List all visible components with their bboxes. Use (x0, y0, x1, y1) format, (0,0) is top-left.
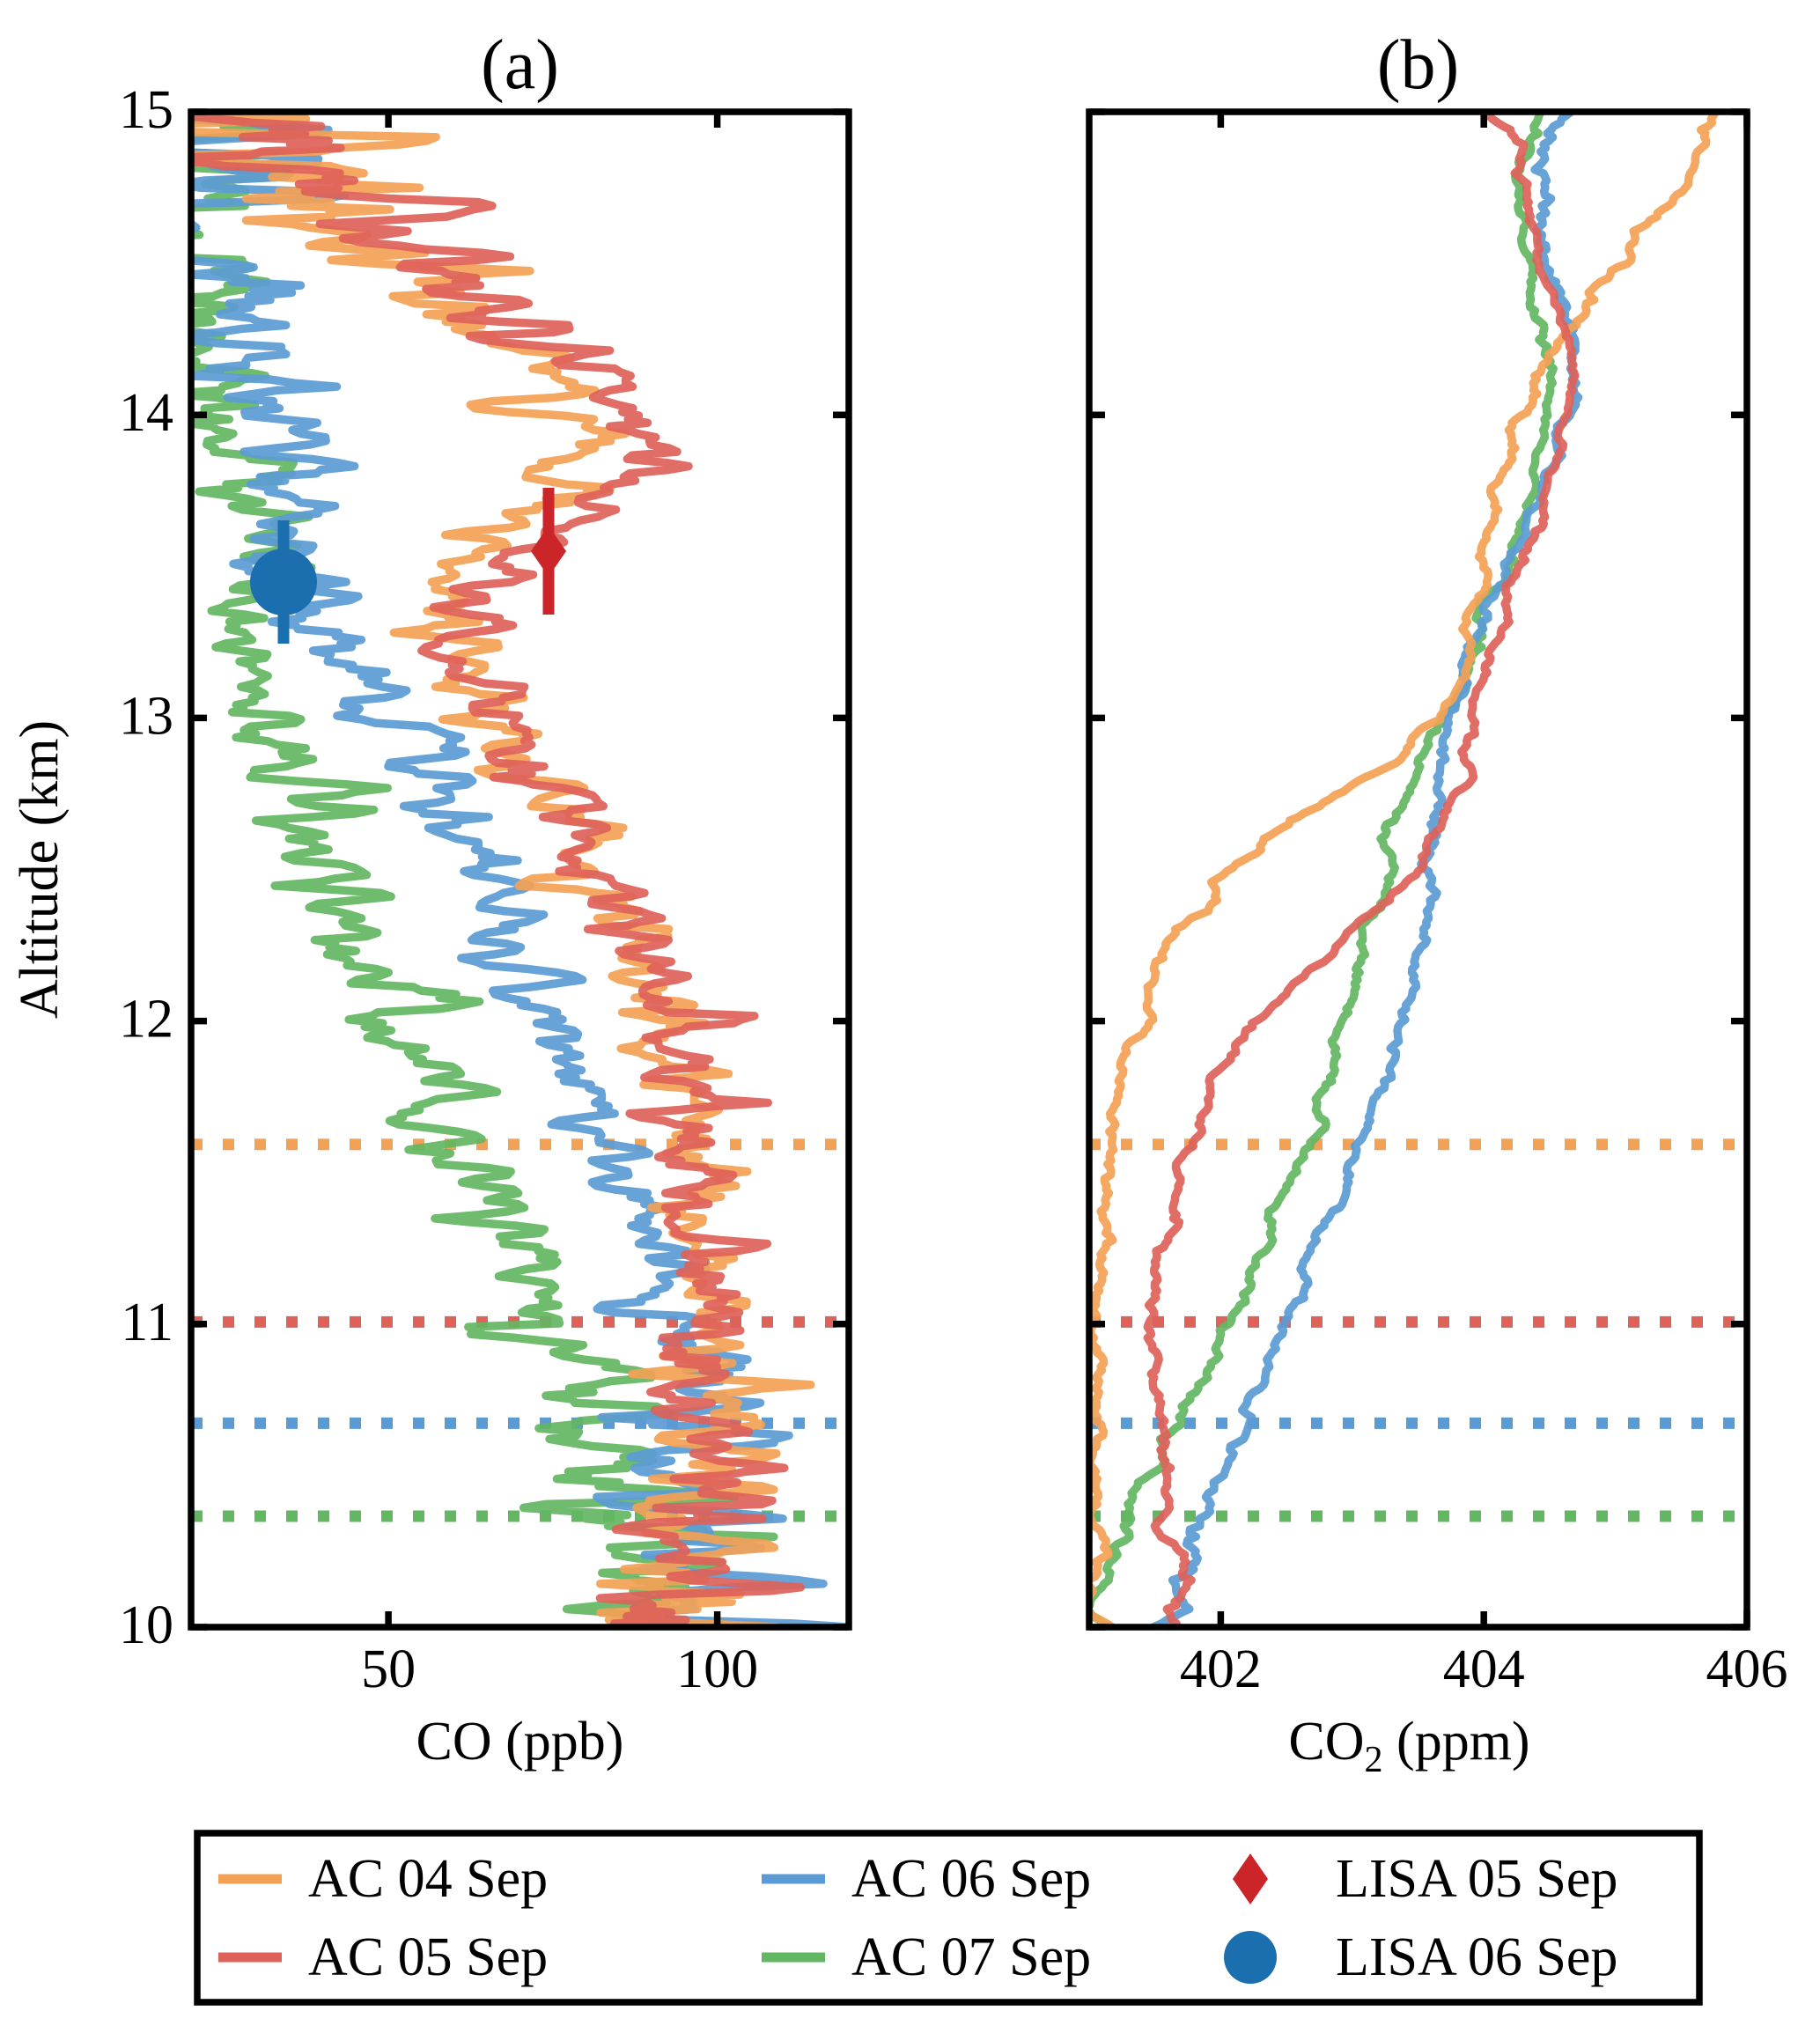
svg-text:12: 12 (119, 990, 173, 1050)
svg-text:13: 13 (119, 686, 173, 746)
svg-text:100: 100 (676, 1639, 758, 1699)
svg-text:LISA 06 Sep: LISA 06 Sep (1336, 1927, 1617, 1987)
svg-text:AC 07 Sep: AC 07 Sep (851, 1927, 1091, 1987)
svg-text:LISA 05 Sep: LISA 05 Sep (1336, 1849, 1617, 1909)
svg-text:CO2 (ppm): CO2 (ppm) (1288, 1712, 1529, 1780)
svg-text:402: 402 (1180, 1639, 1262, 1699)
svg-text:CO (ppb): CO (ppb) (416, 1712, 624, 1772)
svg-text:406: 406 (1706, 1639, 1788, 1699)
svg-text:10: 10 (119, 1595, 173, 1655)
svg-text:14: 14 (119, 383, 173, 443)
svg-text:(b): (b) (1377, 26, 1459, 104)
svg-text:Altitude (km): Altitude (km) (10, 720, 70, 1019)
svg-text:50: 50 (361, 1639, 416, 1699)
svg-text:11: 11 (121, 1293, 173, 1352)
svg-text:AC 05 Sep: AC 05 Sep (308, 1927, 548, 1987)
svg-text:404: 404 (1443, 1639, 1525, 1699)
svg-text:AC 04 Sep: AC 04 Sep (308, 1849, 548, 1909)
svg-text:(a): (a) (481, 26, 559, 104)
svg-text:15: 15 (119, 80, 173, 140)
svg-text:AC 06 Sep: AC 06 Sep (851, 1849, 1091, 1909)
